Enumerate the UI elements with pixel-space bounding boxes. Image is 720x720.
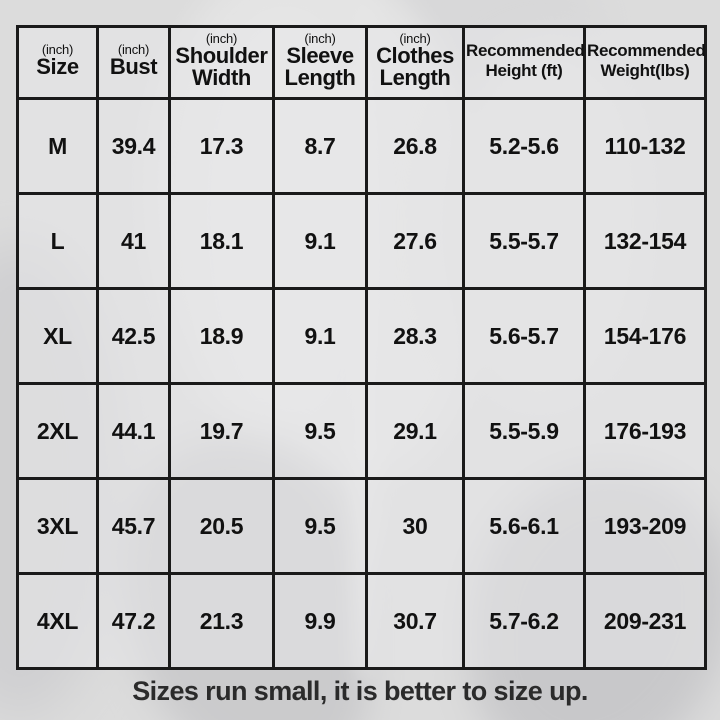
- cell-clothes: 30.7: [365, 572, 465, 670]
- column-label-shoulder-width: Shoulder Width: [175, 43, 268, 91]
- cell-size: 2XL: [16, 382, 99, 480]
- cell-clothes: 27.6: [365, 192, 465, 290]
- cell-bust: 41: [96, 192, 171, 290]
- cell-weight: 132-154: [583, 192, 707, 290]
- cell-clothes: 26.8: [365, 97, 465, 195]
- cell-weight: 110-132: [583, 97, 707, 195]
- cell-weight: 209-231: [583, 572, 707, 670]
- cell-clothes: 29.1: [365, 382, 465, 480]
- unit-note-bust: (inch): [117, 41, 150, 57]
- cell-height: 5.2-5.6: [462, 97, 586, 195]
- column-header-sleeve-length: (inch) Sleeve Length: [272, 25, 368, 100]
- cell-shoulder: 21.3: [168, 572, 275, 670]
- table-row: 3XL 45.7 20.5 9.5 30 5.6-6.1 193-209: [16, 477, 707, 575]
- column-label-recommended-height: Recommended Height (ft): [466, 40, 585, 80]
- cell-bust: 42.5: [96, 287, 171, 385]
- cell-shoulder: 17.3: [168, 97, 275, 195]
- table-row: XL 42.5 18.9 9.1 28.3 5.6-5.7 154-176: [16, 287, 707, 385]
- table-body: M 39.4 17.3 8.7 26.8 5.2-5.6 110-132 L 41 18.1 9.1…: [16, 97, 707, 670]
- cell-sleeve: 9.5: [272, 382, 368, 480]
- cell-bust: 39.4: [96, 97, 171, 195]
- cell-sleeve: 9.1: [272, 192, 368, 290]
- cell-weight: 176-193: [583, 382, 707, 480]
- cell-bust: 44.1: [96, 382, 171, 480]
- cell-size: 4XL: [16, 572, 99, 670]
- cell-weight: 193-209: [583, 477, 707, 575]
- column-header-bust: (inch) Bust: [96, 25, 171, 100]
- column-label-recommended-weight: Recommended Weight(lbs): [587, 40, 706, 80]
- column-label-clothes-length: Clothes Length: [376, 43, 454, 91]
- cell-shoulder: 18.9: [168, 287, 275, 385]
- cell-height: 5.5-5.9: [462, 382, 586, 480]
- column-header-recommended-height: Recommended Height (ft): [462, 25, 586, 100]
- column-header-shoulder-width: (inch) Shoulder Width: [168, 25, 275, 100]
- caption-text: Sizes run small, it is better to size up…: [132, 676, 588, 706]
- cell-height: 5.7-6.2: [462, 572, 586, 670]
- column-label-bust: Bust: [109, 54, 158, 80]
- cell-clothes: 28.3: [365, 287, 465, 385]
- cell-sleeve: 9.1: [272, 287, 368, 385]
- table-row: 4XL 47.2 21.3 9.9 30.7 5.7-6.2 209-231: [16, 572, 707, 670]
- cell-size: M: [16, 97, 99, 195]
- cell-clothes: 30: [365, 477, 465, 575]
- cell-size: XL: [16, 287, 99, 385]
- size-chart-table: (inch) Size (inch) Bust (inch) Shoulder …: [16, 25, 707, 670]
- unit-note-clothes-length: (inch): [399, 30, 431, 46]
- cell-sleeve: 9.9: [272, 572, 368, 670]
- column-label-sleeve-length: Sleeve Length: [284, 43, 356, 91]
- cell-size: L: [16, 192, 99, 290]
- column-label-size: Size: [36, 54, 79, 80]
- cell-shoulder: 20.5: [168, 477, 275, 575]
- cell-height: 5.6-5.7: [462, 287, 586, 385]
- cell-height: 5.6-6.1: [462, 477, 586, 575]
- cell-weight: 154-176: [583, 287, 707, 385]
- unit-note-sleeve-length: (inch): [304, 30, 336, 46]
- cell-sleeve: 8.7: [272, 97, 368, 195]
- table-header-row: (inch) Size (inch) Bust (inch) Shoulder …: [16, 25, 707, 100]
- cell-sleeve: 9.5: [272, 477, 368, 575]
- unit-note-size: (inch): [41, 41, 74, 57]
- cell-shoulder: 19.7: [168, 382, 275, 480]
- cell-bust: 47.2: [96, 572, 171, 670]
- table-row: L 41 18.1 9.1 27.6 5.5-5.7 132-154: [16, 192, 707, 290]
- column-header-clothes-length: (inch) Clothes Length: [365, 25, 465, 100]
- cell-bust: 45.7: [96, 477, 171, 575]
- table-row: 2XL 44.1 19.7 9.5 29.1 5.5-5.9 176-193: [16, 382, 707, 480]
- cell-height: 5.5-5.7: [462, 192, 586, 290]
- cell-size: 3XL: [16, 477, 99, 575]
- column-header-recommended-weight: Recommended Weight(lbs): [583, 25, 707, 100]
- table-row: M 39.4 17.3 8.7 26.8 5.2-5.6 110-132: [16, 97, 707, 195]
- column-header-size: (inch) Size: [16, 25, 99, 100]
- unit-note-shoulder-width: (inch): [205, 30, 238, 46]
- cell-shoulder: 18.1: [168, 192, 275, 290]
